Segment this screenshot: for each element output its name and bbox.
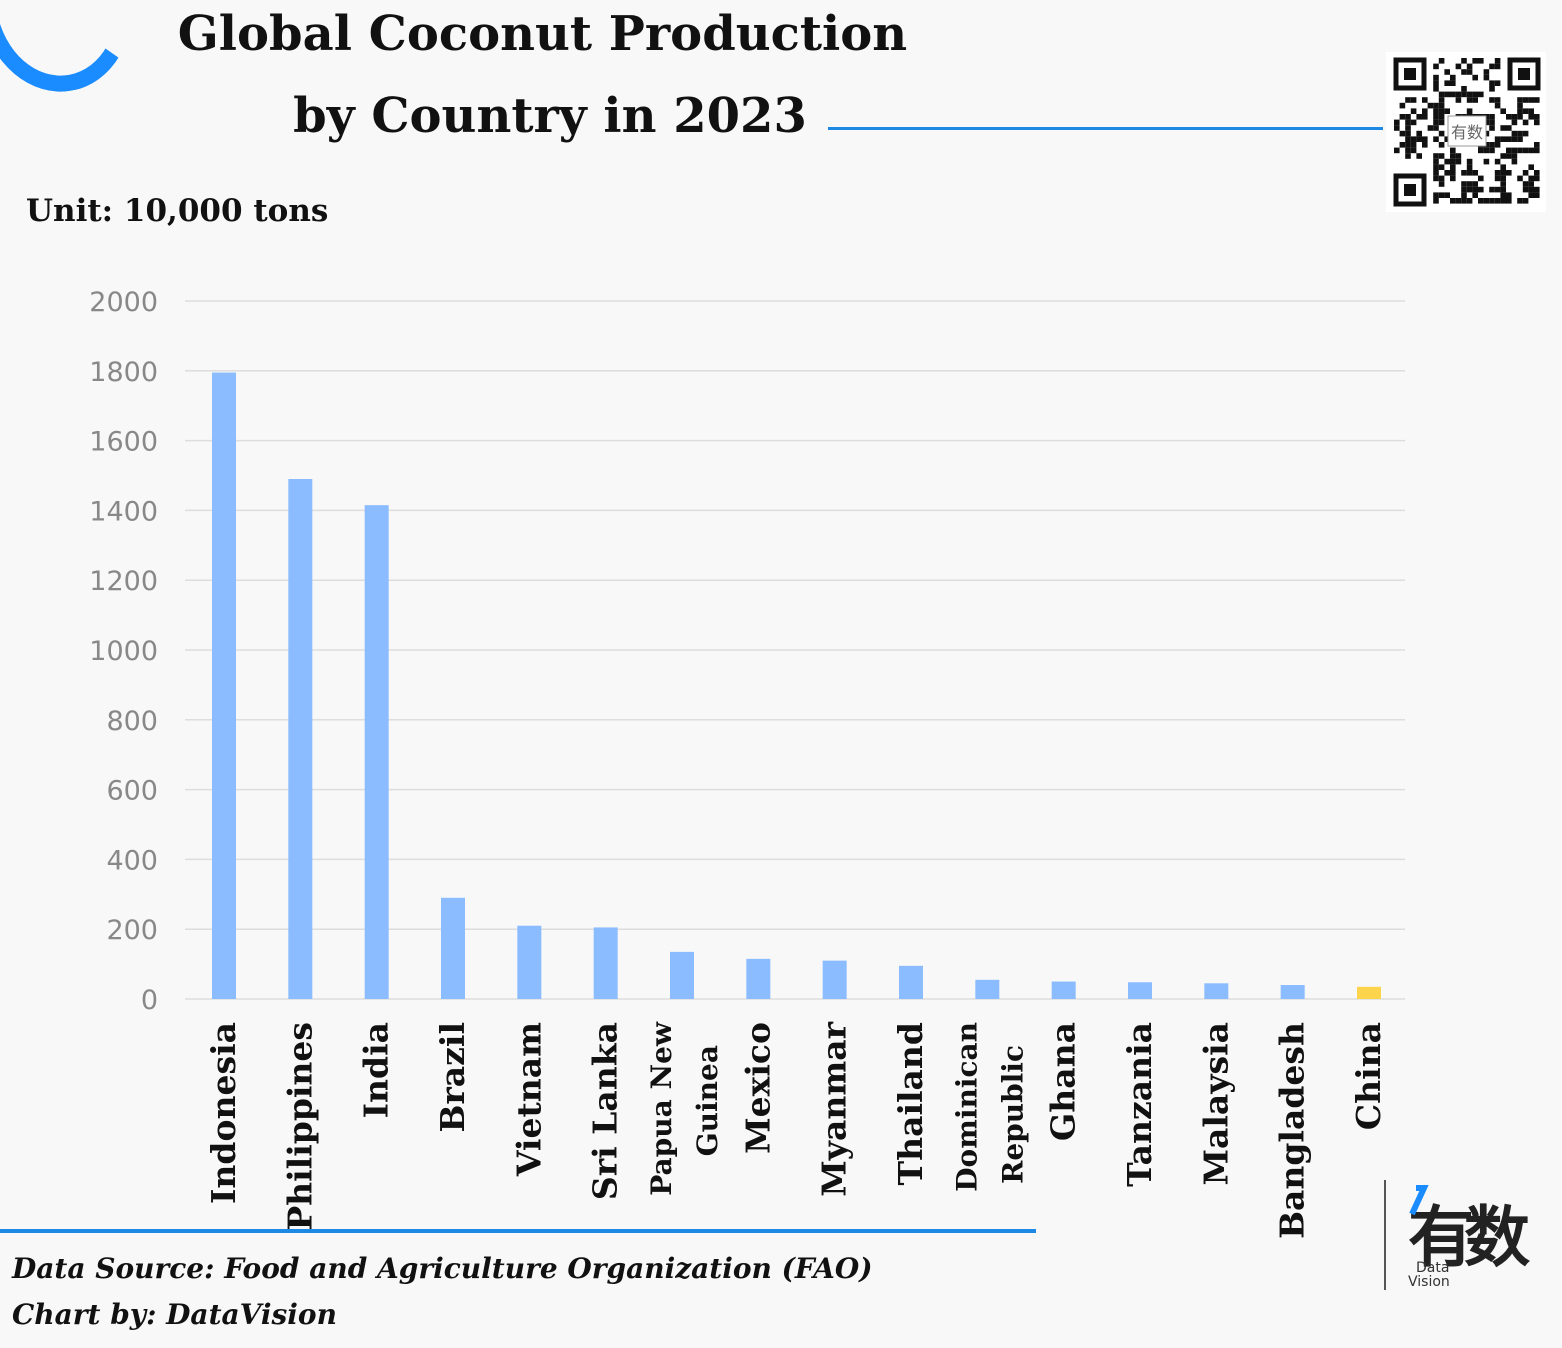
y-tick-label: 2000 xyxy=(89,287,158,318)
x-tick-label: Ghana xyxy=(1044,1022,1083,1141)
x-tick-label: Dominican Republic xyxy=(950,1022,1029,1192)
qr-center-label: 有数 xyxy=(1451,123,1483,142)
x-tick-label: Malaysia xyxy=(1196,1022,1235,1186)
x-tick-label: Myanmar xyxy=(815,1021,854,1196)
logo-caption-1: Data xyxy=(1416,1260,1449,1276)
x-tick-label-line: Dominican xyxy=(950,1022,983,1192)
bar xyxy=(1280,985,1305,999)
y-tick-label: 600 xyxy=(106,776,158,807)
x-tick-label-line: Bangladesh xyxy=(1273,1022,1312,1239)
x-tick-label-line: Sri Lanka xyxy=(586,1022,625,1200)
x-tick-label-line: Philippines xyxy=(280,1022,319,1231)
y-axis-ticks: 0 200 400 600 800 1000 1200 1400 1600 1800 2000 xyxy=(89,287,158,1016)
logo-glyph-1: 有 xyxy=(1408,1199,1474,1276)
y-tick-label: 400 xyxy=(106,845,158,876)
x-tick-label-line: Republic xyxy=(996,1045,1029,1184)
x-axis-labels: Indonesia Philippines India Brazil Vietnam Sr… xyxy=(204,1021,1388,1239)
x-tick-label: Philippines xyxy=(280,1022,319,1231)
y-tick-label: 0 xyxy=(141,985,158,1016)
bar xyxy=(1357,986,1381,999)
y-tick-label: 1200 xyxy=(89,566,158,597)
x-tick-label: Thailand xyxy=(891,1022,930,1185)
bar xyxy=(1128,982,1152,999)
bar xyxy=(1204,983,1229,999)
x-tick-label: Indonesia xyxy=(204,1022,243,1204)
chart-title-line-2: by Country in 2023 xyxy=(293,88,807,144)
x-tick-label-line: Papua New xyxy=(645,1021,678,1196)
datavision-logo-icon: 有 数 Data Vision xyxy=(1384,1180,1546,1290)
logo-caption-2: Vision xyxy=(1408,1274,1450,1290)
x-tick-label-line: Vietnam xyxy=(509,1022,548,1177)
bar xyxy=(746,958,771,999)
bar xyxy=(899,965,923,999)
y-tick-label: 1400 xyxy=(89,496,158,527)
bars xyxy=(212,372,1381,999)
unit-label: Unit: 10,000 tons xyxy=(26,193,329,229)
x-tick-label-line: Tanzania xyxy=(1120,1022,1159,1187)
x-tick-label-line: Thailand xyxy=(891,1022,930,1185)
x-tick-label: China xyxy=(1349,1022,1388,1130)
y-tick-label: 800 xyxy=(106,706,158,737)
x-tick-label-line: Ghana xyxy=(1044,1022,1083,1141)
bar xyxy=(288,478,313,999)
x-tick-label: Mexico xyxy=(738,1022,777,1154)
x-tick-label: India xyxy=(357,1022,396,1118)
bar xyxy=(822,960,847,999)
chart-title-line-1: Global Coconut Production xyxy=(177,6,908,62)
bar xyxy=(1051,981,1076,999)
x-tick-label-line: China xyxy=(1349,1022,1388,1130)
qr-code-icon: 有数 xyxy=(1386,52,1546,212)
bar xyxy=(593,927,618,999)
title-divider xyxy=(828,127,1383,130)
bar xyxy=(364,505,389,999)
chart-credit: Chart by: DataVision xyxy=(12,1298,337,1331)
y-tick-label: 1000 xyxy=(89,636,158,667)
x-tick-label-line: Mexico xyxy=(738,1022,777,1154)
x-tick-label-line: India xyxy=(357,1022,396,1118)
data-source: Data Source: Food and Agriculture Organi… xyxy=(12,1252,873,1285)
y-tick-label: 1800 xyxy=(89,357,158,388)
x-tick-label-line: Guinea xyxy=(691,1045,724,1156)
x-tick-label-line: Myanmar xyxy=(815,1021,854,1196)
x-tick-label: Vietnam xyxy=(509,1022,548,1177)
x-tick-label-line: Indonesia xyxy=(204,1022,243,1204)
bar xyxy=(441,897,465,999)
bar xyxy=(212,372,236,999)
x-tick-label-line: Brazil xyxy=(433,1022,472,1132)
x-tick-label: Papua New Guinea xyxy=(645,1021,724,1196)
y-tick-label: 1600 xyxy=(89,427,158,458)
bar xyxy=(975,979,1000,999)
logo-glyph-2: 数 xyxy=(1464,1199,1530,1276)
bar xyxy=(670,951,694,999)
x-tick-label: Bangladesh xyxy=(1273,1022,1312,1239)
x-tick-label: Brazil xyxy=(433,1022,472,1132)
footer-divider xyxy=(0,1229,1036,1233)
x-tick-label: Sri Lanka xyxy=(586,1022,625,1200)
bar xyxy=(517,925,542,999)
x-tick-label-line: Malaysia xyxy=(1196,1022,1235,1186)
y-tick-label: 200 xyxy=(106,915,158,946)
x-tick-label: Tanzania xyxy=(1120,1022,1159,1187)
